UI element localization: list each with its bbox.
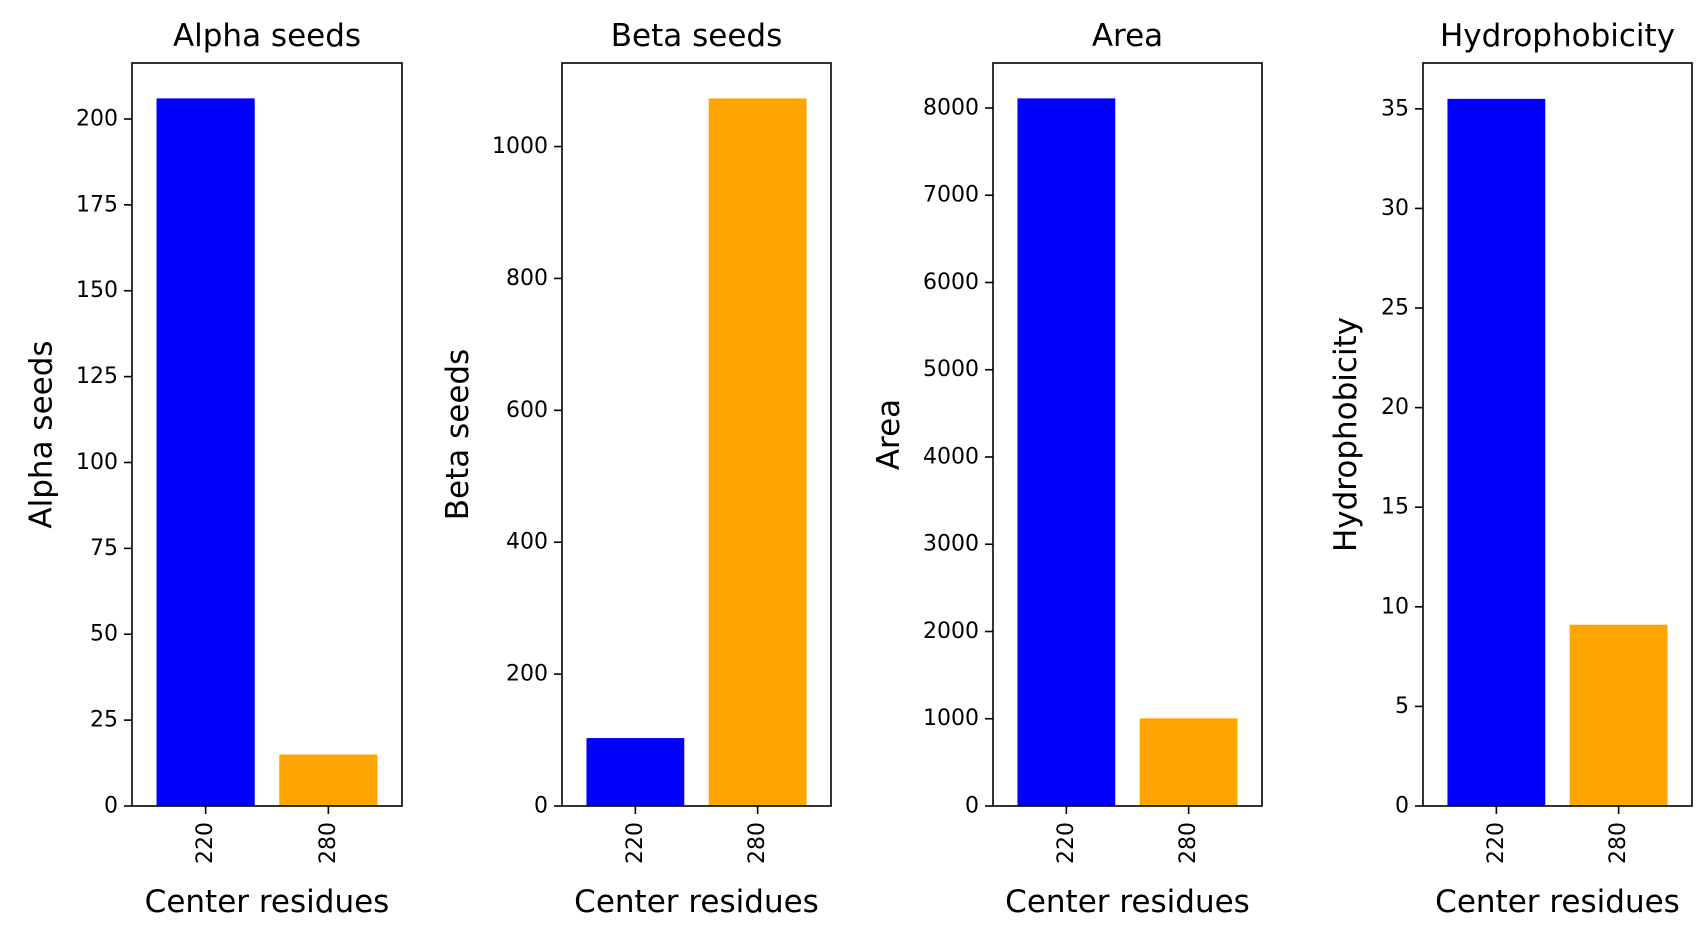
bar-280 bbox=[279, 754, 378, 806]
y-tick-label: 200 bbox=[76, 106, 118, 131]
bar-220 bbox=[1017, 98, 1116, 806]
plot-frame bbox=[561, 62, 832, 807]
y-tick-label: 25 bbox=[90, 708, 118, 733]
chart-panel-4: 0 5 10 15 20 25 30 35 220 280 Hydrophobicity Center… bbox=[1328, 18, 1693, 920]
plot-frame bbox=[992, 62, 1263, 807]
y-tick-label: 20 bbox=[1381, 395, 1409, 420]
x-axis-label: Center residues bbox=[1435, 884, 1680, 920]
y-tick-label: 150 bbox=[76, 278, 118, 303]
y-tick-label: 75 bbox=[90, 536, 118, 561]
y-tick-label: 0 bbox=[1395, 794, 1409, 819]
y-tick-label: 7000 bbox=[923, 183, 979, 208]
y-tick-label: 0 bbox=[104, 794, 118, 819]
y-tick-label: 5000 bbox=[923, 357, 979, 382]
chart-panel-3: 0 1000 2000 3000 4000 5000 6000 7000 8000 220 280 A… bbox=[871, 18, 1263, 920]
y-tick-label: 35 bbox=[1381, 96, 1409, 121]
chart-title: Area bbox=[1092, 18, 1163, 54]
bar-220 bbox=[156, 98, 255, 806]
y-tick-label: 25 bbox=[1381, 296, 1409, 321]
y-tick-label: 125 bbox=[76, 364, 118, 389]
y-axis-label: Beta seeds bbox=[440, 349, 476, 520]
y-tick-label: 600 bbox=[506, 398, 548, 423]
plot-frame bbox=[131, 62, 403, 807]
y-tick-label: 4000 bbox=[923, 444, 979, 469]
y-axis-label: Alpha seeds bbox=[24, 340, 60, 528]
y-tick-label: 5 bbox=[1395, 694, 1409, 719]
y-axis-label: Hydrophobicity bbox=[1328, 317, 1364, 552]
y-tick-label: 3000 bbox=[923, 532, 979, 557]
y-tick-label: 175 bbox=[76, 192, 118, 217]
y-tick-label: 10 bbox=[1381, 594, 1409, 619]
chart-title: Beta seeds bbox=[611, 18, 782, 54]
x-tick-label: 220 bbox=[1054, 822, 1079, 864]
bar-220 bbox=[586, 738, 685, 806]
x-tick-label: 220 bbox=[623, 822, 648, 864]
x-tick-label: 280 bbox=[1176, 822, 1201, 864]
y-tick-label: 1000 bbox=[492, 134, 548, 159]
plot-frame bbox=[1422, 62, 1693, 807]
y-tick-label: 30 bbox=[1381, 196, 1409, 221]
x-axis-label: Center residues bbox=[1005, 884, 1250, 920]
chart-panel-2: 0 200 400 600 800 1000 220 280 Beta seeds Center … bbox=[440, 18, 832, 920]
x-tick-label: 280 bbox=[1606, 822, 1631, 864]
chart-panel-1: 0 25 50 75 100 125 150 175 200 220 280 Alpha seeds C… bbox=[24, 18, 403, 920]
y-tick-label: 15 bbox=[1381, 495, 1409, 520]
y-tick-label: 0 bbox=[965, 794, 979, 819]
chart-title: Alpha seeds bbox=[173, 18, 361, 54]
bar-280 bbox=[1569, 624, 1668, 806]
chart-title: Hydrophobicity bbox=[1440, 18, 1675, 54]
x-axis-label: Center residues bbox=[145, 884, 390, 920]
y-tick-label: 6000 bbox=[923, 270, 979, 295]
y-tick-label: 0 bbox=[534, 794, 548, 819]
y-tick-label: 200 bbox=[506, 662, 548, 687]
y-axis-label: Area bbox=[871, 399, 907, 470]
y-tick-label: 1000 bbox=[923, 706, 979, 731]
x-tick-label: 280 bbox=[316, 822, 341, 864]
x-tick-label: 280 bbox=[745, 822, 770, 864]
bar-220 bbox=[1447, 98, 1546, 806]
y-tick-label: 8000 bbox=[923, 95, 979, 120]
y-tick-label: 100 bbox=[76, 450, 118, 475]
y-tick-label: 50 bbox=[90, 622, 118, 647]
x-tick-label: 220 bbox=[193, 822, 218, 864]
bar-280 bbox=[708, 98, 807, 806]
bar-280 bbox=[1139, 718, 1238, 806]
x-axis-label: Center residues bbox=[574, 884, 819, 920]
y-tick-label: 2000 bbox=[923, 619, 979, 644]
y-tick-label: 800 bbox=[506, 266, 548, 291]
x-tick-label: 220 bbox=[1484, 822, 1509, 864]
y-tick-label: 400 bbox=[506, 530, 548, 555]
